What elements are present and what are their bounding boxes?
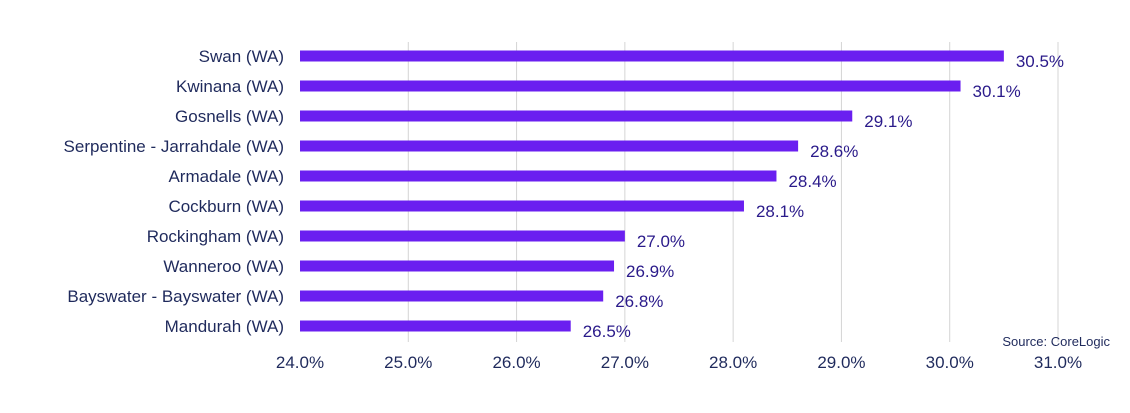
data-label: 30.5% — [1016, 52, 1064, 71]
bar — [300, 110, 853, 122]
x-tick-label: 31.0% — [1034, 353, 1082, 372]
category-label: Armadale (WA) — [168, 167, 284, 186]
data-label: 26.5% — [583, 322, 631, 341]
x-tick-label: 27.0% — [601, 353, 649, 372]
bars — [300, 50, 1004, 332]
bar — [300, 230, 625, 242]
category-label: Bayswater - Bayswater (WA) — [67, 287, 284, 306]
bar — [300, 140, 799, 152]
data-labels: 30.5% 30.1% 29.1% 28.6% 28.4% 28.1% 27.0% 26.9%… — [583, 52, 1064, 341]
data-label: 30.1% — [973, 82, 1021, 101]
data-label: 26.8% — [615, 292, 663, 311]
x-tick-label: 24.0% — [276, 353, 324, 372]
data-label: 27.0% — [637, 232, 685, 251]
category-label: Gosnells (WA) — [175, 107, 284, 126]
category-label: Swan (WA) — [199, 47, 284, 66]
data-label: 28.4% — [788, 172, 836, 191]
x-tick-label: 28.0% — [709, 353, 757, 372]
bar — [300, 290, 604, 302]
category-labels: Swan (WA) Kwinana (WA) Gosnells (WA) Serpen… — [64, 47, 284, 336]
data-label: 29.1% — [864, 112, 912, 131]
category-label: Kwinana (WA) — [176, 77, 284, 96]
category-label: Wanneroo (WA) — [163, 257, 284, 276]
bar — [300, 50, 1004, 62]
x-tick-label: 25.0% — [384, 353, 432, 372]
source-note: Source: CoreLogic — [1002, 334, 1110, 349]
data-label: 26.9% — [626, 262, 674, 281]
bar — [300, 200, 744, 212]
data-label: 28.1% — [756, 202, 804, 221]
category-label: Cockburn (WA) — [168, 197, 284, 216]
gridlines — [407, 42, 1059, 342]
bar — [300, 260, 615, 272]
bar — [300, 80, 961, 92]
category-label: Mandurah (WA) — [165, 317, 284, 336]
x-axis-tick-labels: 24.0% 25.0% 26.0% 27.0% 28.0% 29.0% 30.0% 31.0% — [276, 353, 1082, 372]
x-tick-label: 29.0% — [817, 353, 865, 372]
x-tick-label: 30.0% — [926, 353, 974, 372]
x-tick-label: 26.0% — [492, 353, 540, 372]
category-label: Rockingham (WA) — [147, 227, 284, 246]
data-label: 28.6% — [810, 142, 858, 161]
category-label: Serpentine - Jarrahdale (WA) — [64, 137, 284, 156]
bar — [300, 320, 571, 332]
bar — [300, 170, 777, 182]
